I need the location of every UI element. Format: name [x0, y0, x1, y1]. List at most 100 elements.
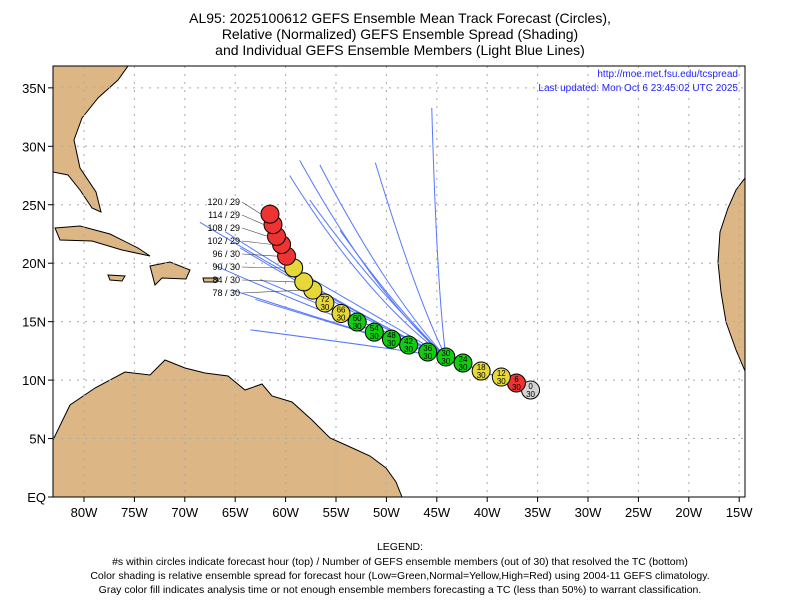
member-count: 30 — [353, 322, 362, 331]
mean-track: 0306301230183024303030363042304830543060… — [260, 204, 541, 400]
member-count: 30 — [370, 332, 379, 341]
lat-tick-label: 25N — [22, 198, 46, 213]
track-callout: 108 / 29 — [207, 223, 268, 237]
callout-leader — [241, 253, 278, 257]
callout-label: 114 / 29 — [208, 210, 240, 220]
forecast-hour: 108 — [207, 223, 222, 233]
callout-leader — [241, 240, 273, 245]
callout-label: 102 / 29 — [207, 236, 240, 246]
lon-tick-label: 40W — [474, 505, 501, 520]
grid-lines — [53, 66, 745, 497]
track-circle — [491, 367, 511, 387]
callout-leader — [241, 266, 285, 269]
south-america — [53, 359, 403, 497]
lon-tick-label: 45W — [423, 505, 450, 520]
forecast-hour: 72 — [320, 295, 329, 304]
member-count: 29 — [230, 236, 240, 246]
track-circle — [436, 347, 456, 367]
ensemble-member-line — [431, 107, 531, 391]
lat-tick-label: 10N — [22, 373, 46, 388]
track-callout: 114 / 29 — [208, 210, 265, 225]
forecast-hour: 24 — [459, 355, 468, 364]
member-count: 30 — [230, 275, 240, 285]
callout-separator: / — [222, 236, 230, 246]
legend-heading: LEGEND: — [376, 541, 424, 553]
ensemble-members — [199, 107, 531, 391]
track-circle — [471, 361, 491, 381]
hispaniola — [149, 261, 191, 286]
track-circle — [315, 293, 335, 313]
callout-label: 78 / 30 — [212, 288, 240, 298]
lat-tick-label: 15N — [22, 315, 46, 330]
lon-tick-label: 60W — [272, 505, 299, 520]
callout-leader — [241, 214, 265, 225]
track-callout: 84 / 30 — [212, 275, 295, 285]
lon-tick-label: 20W — [675, 505, 702, 520]
forecast-hour: 18 — [477, 363, 486, 372]
callout-label: 96 / 30 — [212, 249, 240, 259]
member-count: 30 — [423, 352, 432, 361]
track-callout: 78 / 30 — [212, 288, 304, 298]
legend-line-3: Gray color fill indicates analysis time … — [98, 584, 702, 596]
lat-tick-label: 30N — [22, 139, 46, 154]
ensemble-member-line — [309, 199, 531, 391]
forecast-hour: 0 — [528, 382, 533, 391]
lon-tick-label: 75W — [121, 505, 148, 520]
forecast-hour: 48 — [387, 331, 396, 340]
ensemble-member-line — [299, 160, 531, 391]
axes: 80W 75W 70W 65W 60W 55W 50W 45W 40W 35W 30W 25W 20W 1… — [22, 81, 753, 520]
member-count: 30 — [337, 313, 346, 322]
title-line-1: AL95: 2025100612 GEFS Ensemble Mean Trac… — [189, 10, 611, 26]
track-circle — [331, 303, 351, 323]
forecast-hour: 120 — [207, 197, 222, 207]
callout-label: 120 / 29 — [207, 197, 240, 207]
puerto-rico — [202, 277, 219, 283]
source-url[interactable]: http://moe.met.fsu.edu/tcspread — [597, 69, 738, 80]
member-count: 30 — [512, 383, 521, 392]
lon-tick-label: 15W — [726, 505, 753, 520]
track-circle — [399, 335, 419, 355]
member-count: 30 — [230, 249, 240, 259]
callout-leader — [241, 201, 262, 215]
ensemble-member-line — [319, 164, 531, 391]
track-circle — [347, 312, 367, 332]
lon-tick-label: 65W — [222, 505, 249, 520]
forecast-hour: 12 — [497, 369, 506, 378]
title-line-2: Relative (Normalized) GEFS Ensemble Spre… — [221, 26, 579, 42]
title-line-3: and Individual GEFS Ensemble Members (Li… — [215, 42, 585, 58]
callout-separator: / — [222, 249, 230, 259]
track-circle — [418, 342, 438, 362]
member-count: 29 — [230, 197, 240, 207]
lat-tick-label: 20N — [22, 256, 46, 271]
member-count: 30 — [230, 288, 240, 298]
last-updated: Last updated: Mon Oct 6 23:45:02 UTC 202… — [538, 83, 738, 94]
member-count: 30 — [404, 345, 413, 354]
forecast-hour: 36 — [423, 344, 432, 353]
member-count: 29 — [230, 223, 240, 233]
track-circle — [260, 204, 280, 224]
ensemble-member-line — [289, 175, 531, 391]
callout-label: 90 / 30 — [212, 262, 240, 272]
callout-separator: / — [222, 197, 230, 207]
track-circle — [364, 322, 384, 342]
lon-tick-label: 25W — [625, 505, 652, 520]
forecast-hour: 66 — [337, 305, 346, 314]
forecast-hour: 30 — [441, 349, 450, 358]
lon-tick-label: 35W — [524, 505, 551, 520]
ensemble-member-line — [282, 261, 531, 391]
forecast-hour: 42 — [404, 337, 413, 346]
callout-separator: / — [222, 262, 230, 272]
